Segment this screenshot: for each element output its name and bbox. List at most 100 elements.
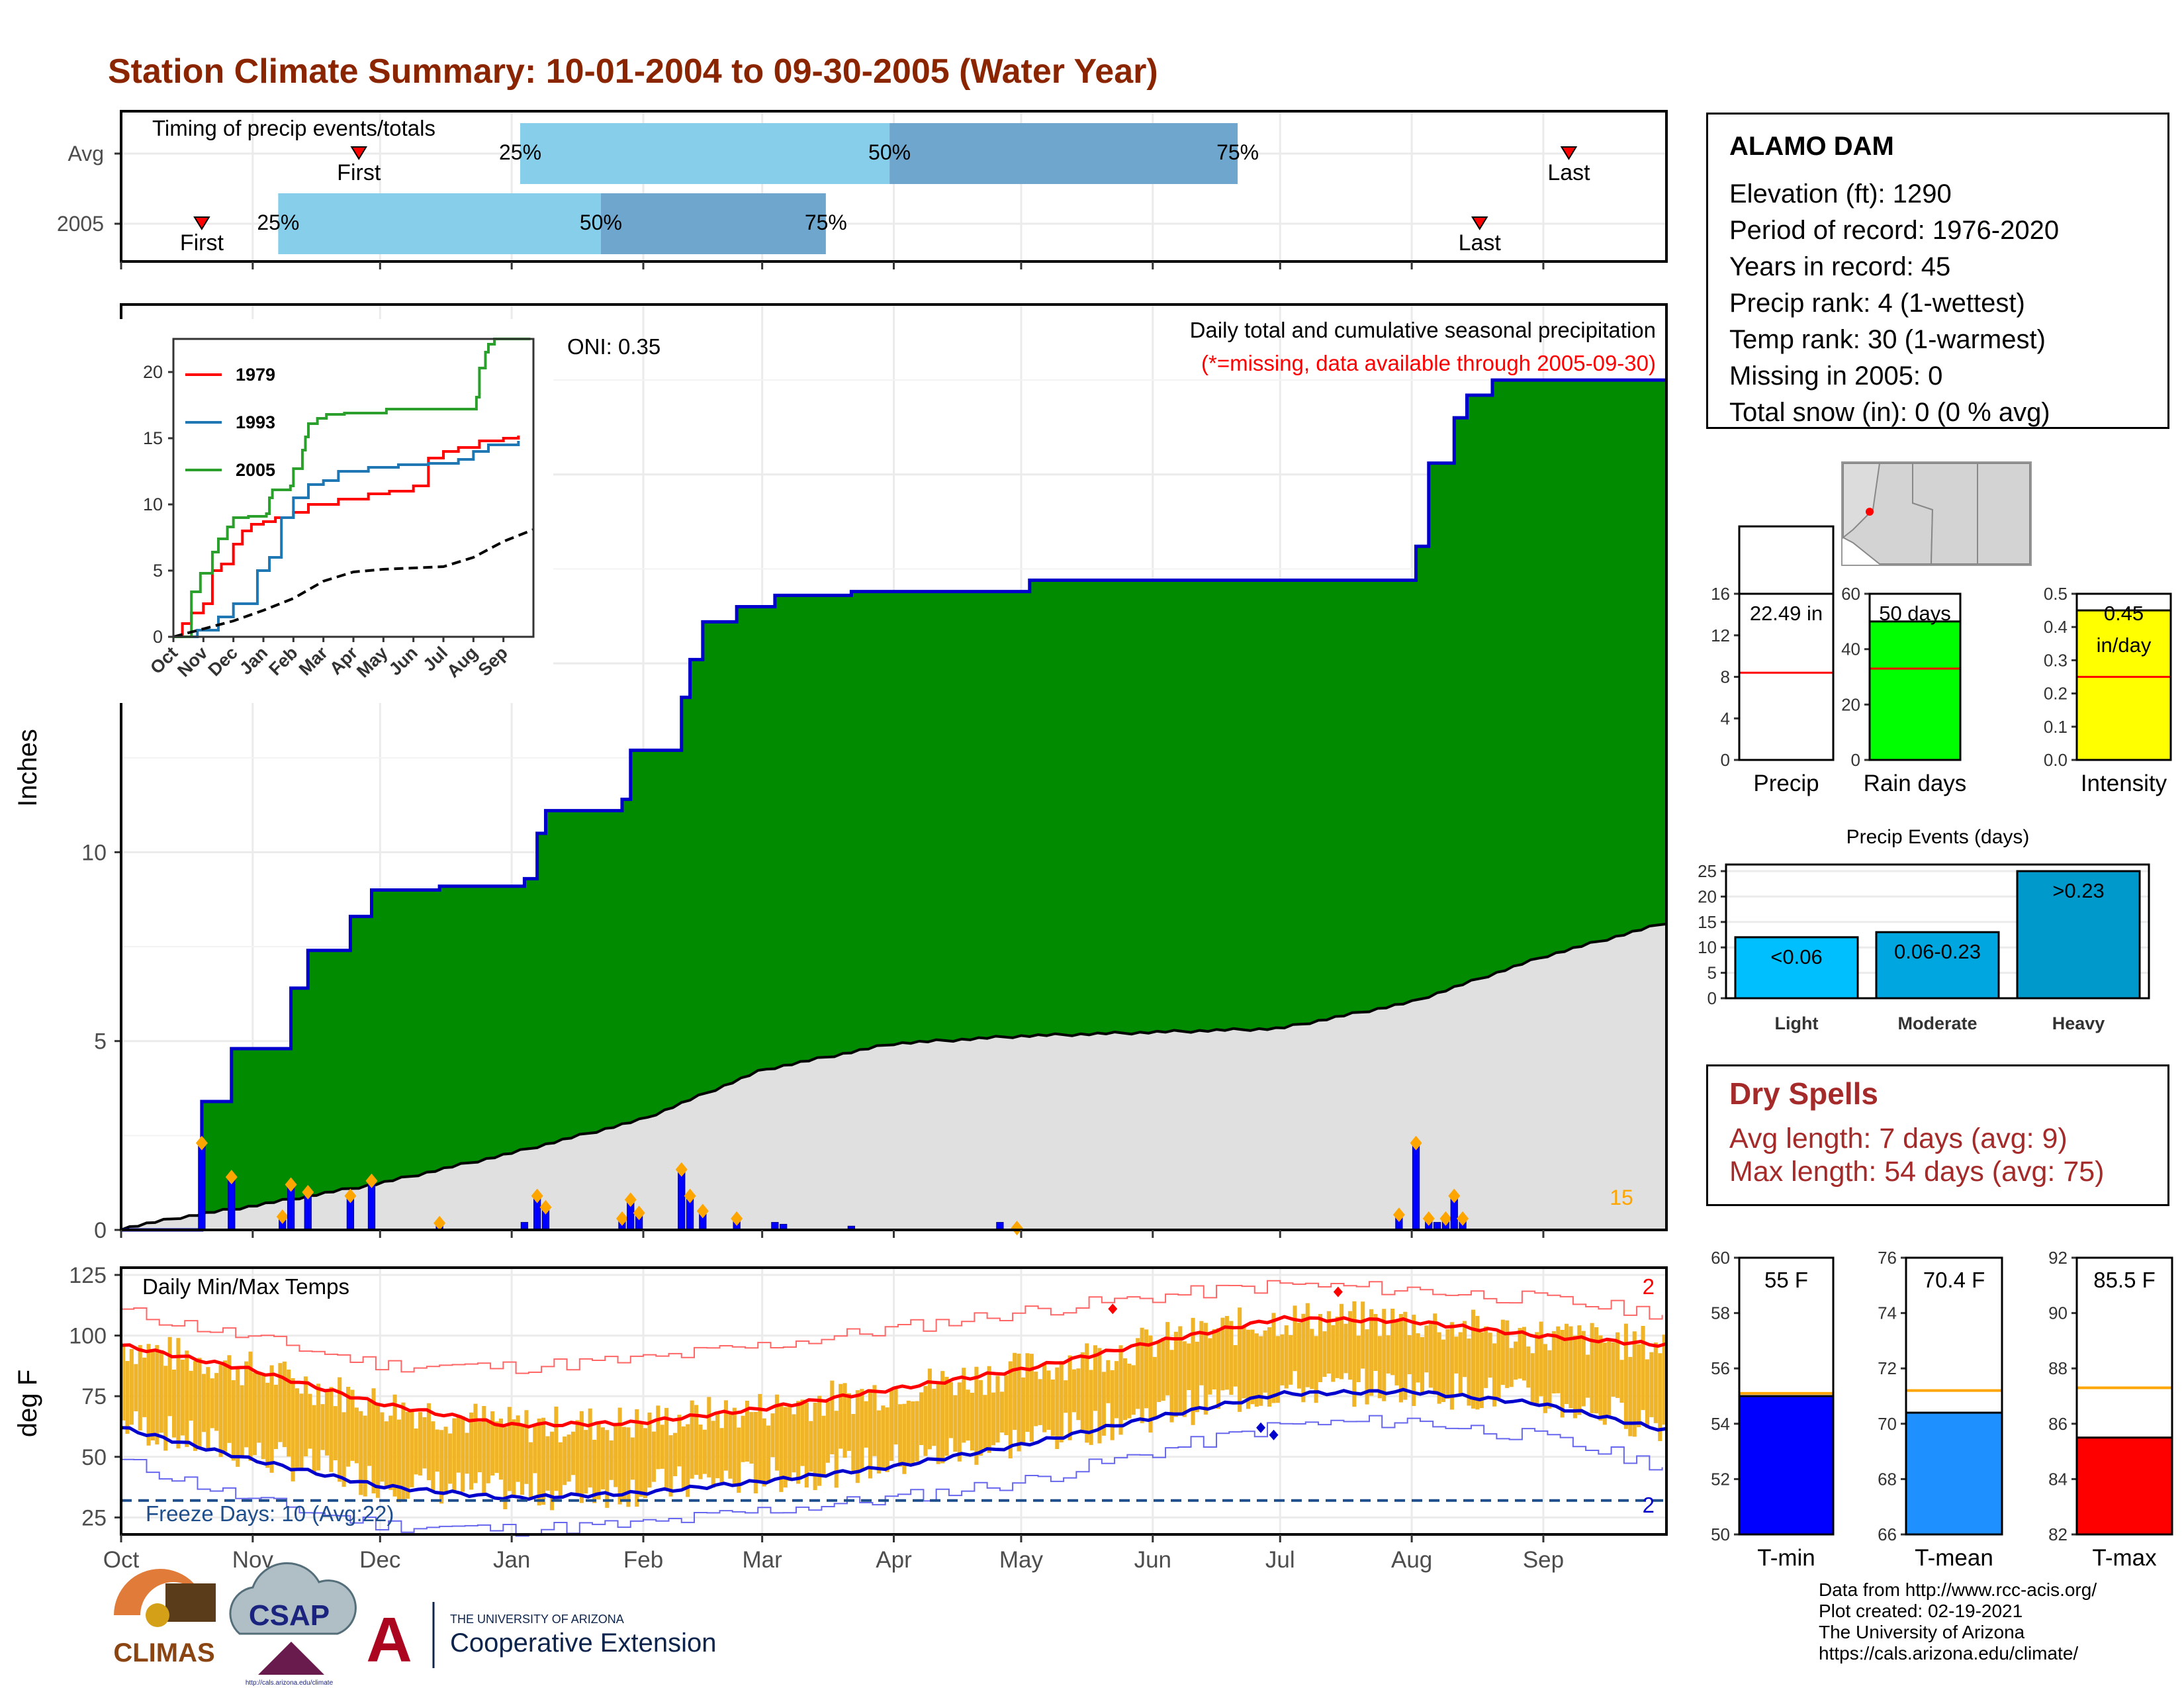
minibar-value-label: in/day: [2097, 633, 2152, 657]
daily-precip-diamond: [276, 1209, 289, 1225]
month-label: May: [999, 1547, 1044, 1573]
minibar-ytick-label: 20: [1841, 694, 1860, 714]
minibar-frame: [1868, 592, 1962, 761]
tbar-frame: [1738, 1256, 1835, 1536]
month-label: Aug: [1391, 1547, 1432, 1573]
temp-panel: 25 50 75 100 125 Daily Min/Max Temps Freeze Da…: [13, 1263, 1668, 1573]
tbar-value-label: 70.4 F: [1923, 1268, 1985, 1292]
minibar-ytick-label: 0: [1721, 750, 1730, 770]
precip-event-value-label: 0.06-0.23: [1894, 940, 1981, 963]
month-label: Feb: [623, 1547, 663, 1573]
minibar-intensity: [2075, 609, 2172, 761]
tbar-frame: [1905, 1256, 2003, 1536]
precip-above-avg-area: [121, 380, 1666, 1230]
tbar-ytick-label: 92: [2048, 1248, 2068, 1268]
precip-count-label: 15: [1610, 1186, 1633, 1209]
minibar-ytick-label: 12: [1711, 626, 1730, 645]
inset-series-average: [173, 528, 534, 638]
timing-row-label: Avg: [68, 142, 104, 165]
tbar-ytick-label: 86: [2048, 1414, 2068, 1434]
timing-span-25-50: [520, 123, 890, 184]
precip-event-category-label: Light: [1775, 1013, 1819, 1033]
precip-event-bar-moderate: [1875, 931, 2000, 1000]
map-nevada: [1843, 463, 1881, 539]
timing-last-marker: [1560, 146, 1578, 160]
csap-mountain: [258, 1642, 324, 1675]
temp-record-max-line: [121, 1280, 1663, 1374]
precip-avg-area: [121, 923, 1666, 1230]
timing-first-marker: [193, 216, 210, 230]
station-info-box: ALAMO DAM Elevation (ft): 1290 Period of…: [1706, 113, 2169, 429]
record-low-marker: [1269, 1429, 1279, 1440]
month-label: Jan: [493, 1547, 530, 1573]
precip-ytick-label: 10: [81, 840, 107, 865]
dry-spells-box: Dry Spells Avg length: 7 days (avg: 9) M…: [1706, 1064, 2169, 1206]
daily-precip-diamond: [302, 1184, 314, 1199]
tbar-ytick-label: 52: [1711, 1469, 1730, 1489]
record-high-count: 2: [1643, 1274, 1655, 1299]
minibar-ytick-label: 0.0: [2044, 750, 2068, 770]
daily-precip-diamond: [684, 1188, 696, 1203]
events-ytick-label: 10: [1698, 937, 1717, 957]
csap-logo-text: CSAP: [249, 1599, 330, 1632]
tbar-ytick-label: 56: [1711, 1358, 1730, 1378]
daily-precip-diamond: [539, 1199, 552, 1215]
climas-logo-text: CLIMAS: [113, 1638, 214, 1667]
credit-date: Plot created: 02-19-2021: [1819, 1601, 2023, 1621]
events-frame: [1725, 863, 2150, 1000]
minibar-frame: [2075, 592, 2172, 761]
info-elevation: Elevation (ft): 1290: [1729, 179, 1952, 209]
precip-events-chart: Precip Events (days) 0 5 10 15 20 25 <0.06 Light…: [1698, 826, 2150, 1033]
temp-avg-min-line: [120, 1387, 1667, 1501]
inset-ytick-label: 10: [143, 494, 163, 514]
precip-event-category-label: Heavy: [2052, 1013, 2105, 1033]
tbar-ytick-label: 90: [2048, 1303, 2068, 1323]
logos: CLIMAS CSAP http://cals.arizona.edu/climat…: [113, 1562, 716, 1687]
events-ytick-label: 5: [1707, 963, 1717, 983]
timing-row-label: 2005: [57, 212, 104, 236]
tbar-ytick-label: 58: [1711, 1303, 1730, 1323]
minibar-ytick-label: 0: [1851, 750, 1860, 770]
credit-university: The University of Arizona: [1819, 1622, 2025, 1642]
csap-cloud: [229, 1562, 357, 1635]
location-map: [1841, 461, 2032, 566]
tbar-ytick-label: 74: [1878, 1303, 1897, 1323]
info-temp-rank: Temp rank: 30 (1-warmest): [1729, 325, 2046, 354]
minibar-value-label: 50 days: [1879, 602, 1951, 625]
precip-event-value-label: >0.23: [2052, 879, 2104, 902]
minibar-ytick-label: 8: [1721, 667, 1730, 687]
timing-first-marker: [350, 146, 368, 160]
temp-ylabel: deg F: [13, 1370, 42, 1437]
ua-small-text: THE UNIVERSITY OF ARIZONA: [450, 1613, 624, 1626]
precip-cumulative-line: [121, 378, 1666, 1232]
tbar-category-label: T-max: [2092, 1545, 2157, 1571]
daily-precip-bar: [678, 1169, 686, 1231]
timing-span-50-75: [600, 193, 826, 254]
temp-ytick-label: 50: [81, 1445, 107, 1470]
tbar-frame: [2075, 1256, 2173, 1536]
month-label: Apr: [876, 1547, 912, 1573]
daily-precip-diamond: [731, 1211, 743, 1226]
temp-bar-charts: 50 52 54 56 58 60 55 F T-min 66 68 70 72 74 76 70.4 F T…: [1711, 1248, 2173, 1571]
minibar-category-label: Rain days: [1864, 771, 1967, 796]
daily-precip-diamond: [615, 1211, 628, 1226]
minibar-ytick-label: 0.2: [2044, 684, 2068, 704]
inset-border: [172, 338, 535, 638]
temp-ytick-label: 25: [81, 1505, 107, 1530]
minibar-category-label: Precip: [1753, 771, 1819, 796]
timing-panel: 25% 50% 75% First Last Avg 25% 50% 75% First Last 2…: [57, 110, 1668, 269]
credit-source: Data from http://www.rcc-acis.org/: [1819, 1579, 2097, 1600]
credit-url[interactable]: https://cals.arizona.edu/climate/: [1819, 1643, 2079, 1664]
dry-spells-avg: Avg length: 7 days (avg: 9): [1729, 1123, 2068, 1154]
climas-logo-block: [165, 1583, 216, 1622]
map-new-mexico: [1912, 463, 2030, 565]
tbar-ytick-label: 60: [1711, 1248, 1730, 1268]
timing-span-25-50: [278, 193, 601, 254]
tbar-ytick-label: 70: [1878, 1414, 1897, 1434]
daily-temp-range-bars: [121, 1301, 1666, 1511]
month-label: Oct: [103, 1547, 140, 1573]
tbar-ytick-label: 68: [1878, 1469, 1897, 1489]
tbar-ytick-label: 72: [1878, 1358, 1897, 1378]
page-title: Station Climate Summary: 10-01-2004 to 0…: [108, 52, 1158, 91]
